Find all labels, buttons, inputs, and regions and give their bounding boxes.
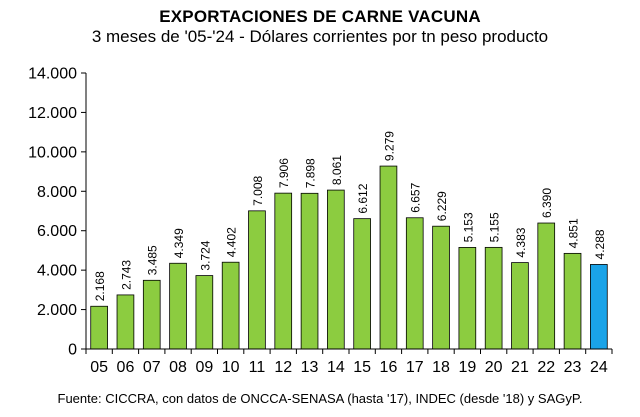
chart-title: EXPORTACIONES DE CARNE VACUNA <box>159 7 481 26</box>
x-tick-label-18: 18 <box>432 359 450 376</box>
x-tick-label-12: 12 <box>274 359 292 376</box>
x-tick-label-14: 14 <box>327 359 345 376</box>
bar-05 <box>90 305 108 350</box>
value-labels: 2.168 2.743 3.485 4.349 3.724 4.402 7.008 7.906… <box>93 131 607 302</box>
x-tick-label-11: 11 <box>249 359 266 376</box>
x-tick-label-09: 09 <box>195 359 213 376</box>
bar-24 <box>590 264 608 350</box>
y-tick-label: 4.000 <box>37 263 77 280</box>
bar-19 <box>458 247 477 350</box>
x-tick-label-20: 20 <box>485 359 503 376</box>
bar-20 <box>484 246 503 350</box>
bar-15 <box>353 218 371 350</box>
bar-08 <box>169 262 187 350</box>
y-tick-label: 10.000 <box>28 144 77 161</box>
x-tick-label-21: 21 <box>511 359 529 376</box>
y-tick-label: 2.000 <box>37 302 77 319</box>
y-tick-label: 14.000 <box>28 66 77 83</box>
bar-21 <box>511 262 529 350</box>
bar-07 <box>142 279 161 350</box>
source-note: Fuente: CICCRA, con datos de ONCCA-SENAS… <box>57 391 583 406</box>
bar-16 <box>379 165 398 350</box>
value-label-24: 4.288 <box>593 229 607 259</box>
y-tick-label: 6.000 <box>37 223 77 240</box>
value-label-07: 3.485 <box>146 245 160 275</box>
x-axis: 05 06 07 08 09 10 11 12 13 14 15 16 17 18 19 20 21 22 23 24 <box>85 348 613 376</box>
x-tick-label-13: 13 <box>301 359 319 376</box>
value-label-12: 7.906 <box>277 158 291 188</box>
y-axis: 0 2.000 4.000 6.000 8.000 10.000 12.000 14.000 <box>28 66 87 359</box>
chart-subtitle: 3 meses de '05-'24 - Dólares corrientes … <box>91 27 549 46</box>
bar-10 <box>221 261 240 350</box>
value-label-18: 6.229 <box>435 191 449 221</box>
bar-09 <box>195 275 214 350</box>
bar-12 <box>274 192 293 350</box>
x-tick-label-10: 10 <box>222 359 240 376</box>
x-tick-label-05: 05 <box>90 359 108 376</box>
x-tick-label-16: 16 <box>380 359 398 376</box>
x-tick-label-19: 19 <box>458 359 476 376</box>
value-label-13: 7.898 <box>304 158 318 188</box>
value-label-10: 4.402 <box>225 227 239 257</box>
value-label-17: 6.657 <box>409 182 423 212</box>
bar-23 <box>563 252 582 350</box>
value-label-06: 2.743 <box>119 260 133 290</box>
value-label-15: 6.612 <box>356 183 370 213</box>
y-tick-label: 8.000 <box>37 184 77 201</box>
bar-22 <box>537 222 556 350</box>
bar-06 <box>116 294 135 350</box>
x-tick-label-08: 08 <box>169 359 187 376</box>
bars <box>90 165 608 350</box>
bar-14 <box>327 189 345 350</box>
bar-11 <box>248 210 266 350</box>
value-label-16: 9.279 <box>382 131 396 161</box>
x-tick-label-15: 15 <box>353 359 371 376</box>
y-tick-label: 0 <box>68 342 77 359</box>
x-tick-label-17: 17 <box>406 359 424 376</box>
value-label-11: 7.008 <box>251 175 265 205</box>
value-label-22: 6.390 <box>540 188 554 218</box>
x-tick-label-07: 07 <box>143 359 161 376</box>
value-label-05: 2.168 <box>93 271 107 301</box>
bar-18 <box>432 225 450 350</box>
y-tick-label: 12.000 <box>28 105 77 122</box>
value-label-20: 5.155 <box>488 212 502 242</box>
value-label-09: 3.724 <box>198 240 212 270</box>
value-label-14: 8.061 <box>330 155 344 185</box>
value-label-21: 4.383 <box>514 227 528 257</box>
value-label-08: 4.349 <box>172 228 186 258</box>
value-label-23: 4.851 <box>567 218 581 248</box>
x-tick-label-23: 23 <box>564 359 582 376</box>
bar-13 <box>300 192 319 350</box>
value-label-19: 5.153 <box>461 212 475 242</box>
bar-17 <box>405 217 424 350</box>
x-tick-label-06: 06 <box>117 359 135 376</box>
x-tick-label-22: 22 <box>537 359 555 376</box>
x-tick-label-24: 24 <box>590 359 608 376</box>
